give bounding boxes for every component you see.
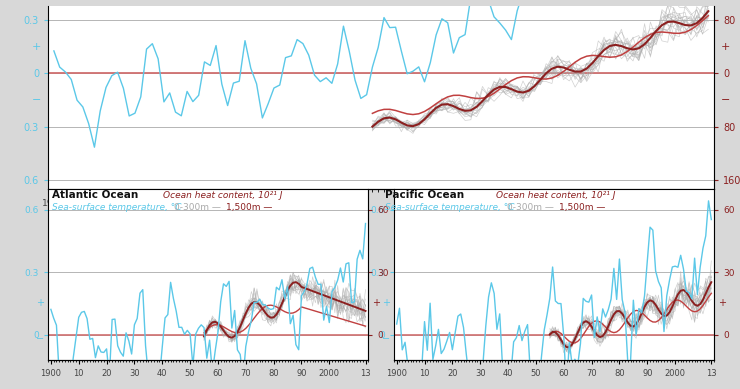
Text: Sea-surface temperature, °C: Sea-surface temperature, °C	[52, 203, 181, 212]
Text: 0-300m —: 0-300m —	[507, 203, 554, 212]
Text: +: +	[36, 298, 44, 308]
Text: Atlantic Ocean: Atlantic Ocean	[52, 190, 138, 200]
Text: −: −	[36, 334, 44, 344]
Text: Ocean heat content, 10²¹ J: Ocean heat content, 10²¹ J	[496, 191, 615, 200]
Text: +: +	[382, 298, 390, 308]
Text: −: −	[32, 95, 41, 105]
Text: +: +	[372, 298, 380, 308]
Text: Pacific Ocean: Pacific Ocean	[385, 190, 464, 200]
Text: +: +	[32, 42, 41, 52]
Text: −: −	[721, 95, 730, 105]
Text: Ocean heat content, 10²¹ J: Ocean heat content, 10²¹ J	[163, 191, 282, 200]
Text: 1,500m —: 1,500m —	[226, 203, 272, 212]
Text: −: −	[382, 334, 390, 344]
Text: 1,500m —: 1,500m —	[559, 203, 605, 212]
Text: +: +	[721, 42, 730, 52]
Text: 0-300m —: 0-300m —	[174, 203, 221, 212]
Text: +: +	[718, 298, 726, 308]
Text: Sea-surface temperature, °C: Sea-surface temperature, °C	[385, 203, 514, 212]
